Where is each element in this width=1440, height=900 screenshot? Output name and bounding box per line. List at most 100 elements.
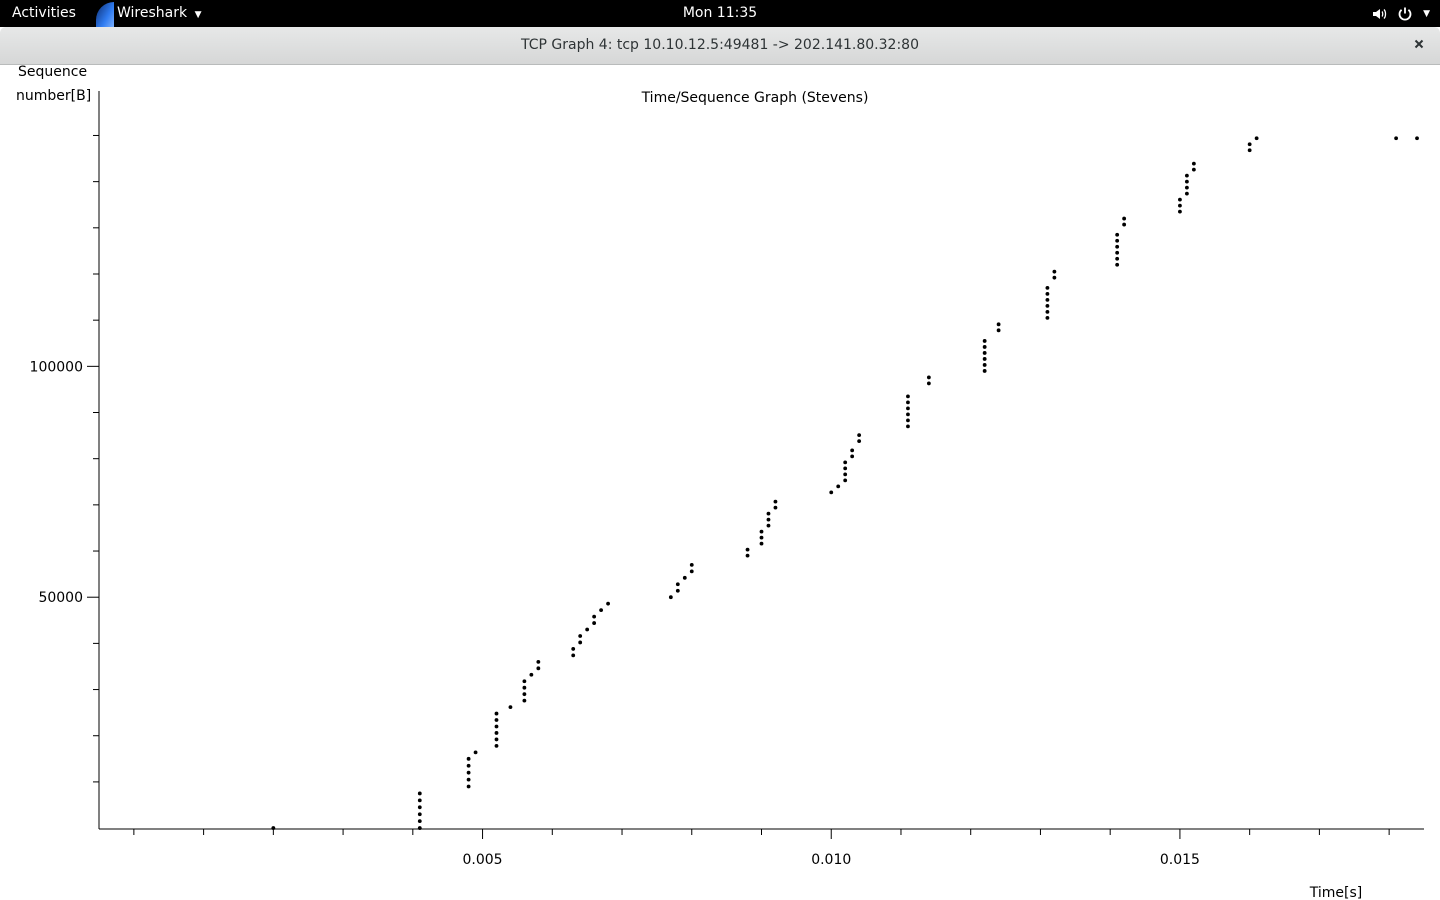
data-point <box>1184 185 1189 190</box>
data-point <box>466 777 471 782</box>
data-point <box>906 406 910 411</box>
data-point <box>926 381 931 386</box>
data-point <box>578 640 583 645</box>
chevron-down-icon[interactable]: ▼ <box>1423 9 1430 19</box>
data-point <box>1115 238 1120 243</box>
tcp-graph-area[interactable]: Sequence number[B] Time/Sequence Graph (… <box>0 64 1440 900</box>
data-point <box>1052 269 1057 274</box>
data-point <box>417 805 422 810</box>
data-point <box>996 322 1001 327</box>
chart-title: Time/Sequence Graph (Stevens) <box>641 90 869 106</box>
data-point <box>1115 256 1120 261</box>
data-point <box>1178 197 1182 202</box>
data-point <box>766 511 771 516</box>
data-point <box>906 424 910 429</box>
data-point <box>668 595 673 600</box>
data-point <box>1191 167 1196 172</box>
data-point <box>1178 209 1182 214</box>
data-point <box>473 750 478 755</box>
data-point <box>494 718 499 722</box>
data-point <box>829 490 834 495</box>
data-point <box>857 433 862 438</box>
data-point <box>1184 191 1189 196</box>
data-point <box>982 351 987 355</box>
data-point <box>571 653 576 658</box>
data-point <box>843 460 848 465</box>
clock-container: Mon 11:35 <box>0 5 1440 21</box>
data-point <box>1247 148 1252 153</box>
data-point <box>1045 291 1050 296</box>
data-point <box>745 547 750 552</box>
data-points <box>271 136 1419 830</box>
data-point <box>494 743 499 748</box>
data-point <box>906 412 910 417</box>
data-point <box>1122 216 1127 221</box>
data-point <box>1115 232 1120 237</box>
x-tick-label: 0.010 <box>811 852 851 868</box>
y-tick-label: 50000 <box>38 590 83 606</box>
data-point <box>606 601 610 606</box>
time-sequence-chart[interactable]: Time/Sequence Graph (Stevens) Time[s] 0.… <box>0 65 1440 900</box>
data-point <box>466 763 471 768</box>
data-point <box>850 448 855 453</box>
data-point <box>494 724 499 729</box>
app-menu-highlight <box>96 2 114 28</box>
data-point <box>592 614 597 619</box>
window-titlebar[interactable]: TCP Graph 4: tcp 10.10.12.5:49481 -> 202… <box>0 27 1440 65</box>
data-point <box>1052 275 1057 280</box>
data-point <box>906 394 910 399</box>
chevron-down-icon: ▼ <box>194 10 202 20</box>
data-point <box>766 523 771 528</box>
axes: 0.005 0.010 0.015 50000 100000 <box>30 91 1424 868</box>
data-point <box>926 375 931 380</box>
power-icon[interactable] <box>1397 6 1413 22</box>
data-point <box>536 666 541 671</box>
close-icon[interactable] <box>1410 35 1428 53</box>
data-point <box>417 812 422 817</box>
data-point <box>494 737 499 742</box>
data-point <box>982 363 987 367</box>
data-point <box>417 791 422 796</box>
activities-button[interactable]: Activities <box>12 5 76 21</box>
data-point <box>1045 303 1050 308</box>
clock[interactable]: Mon 11:35 <box>682 5 758 21</box>
data-point <box>271 826 276 830</box>
data-point <box>982 369 987 373</box>
x-axis-label: Time[s] <box>1309 885 1362 900</box>
data-point <box>773 499 778 504</box>
app-menu-button[interactable]: Wireshark ▼ <box>96 0 209 28</box>
data-point <box>1254 136 1259 141</box>
data-point <box>585 627 590 632</box>
y-tick-label: 100000 <box>30 359 83 375</box>
data-point <box>759 541 764 546</box>
data-point <box>906 400 910 405</box>
data-point <box>417 826 422 830</box>
data-point <box>843 466 848 471</box>
y-axis-label-line-1: Sequence <box>18 64 88 80</box>
data-point <box>745 553 750 558</box>
data-point <box>1122 222 1127 227</box>
data-point <box>1045 315 1050 320</box>
data-point <box>522 692 527 697</box>
data-point <box>1115 262 1120 267</box>
data-point <box>1394 136 1399 141</box>
data-point <box>857 439 862 444</box>
data-point <box>759 529 764 534</box>
system-tray[interactable]: ▼ <box>1371 3 1430 25</box>
data-point <box>675 588 680 593</box>
data-point <box>996 328 1001 333</box>
volume-icon[interactable] <box>1371 6 1387 22</box>
x-tick-label: 0.015 <box>1160 852 1200 868</box>
data-point <box>571 647 576 651</box>
data-point <box>417 798 422 803</box>
data-point <box>494 711 499 716</box>
data-point <box>466 784 471 789</box>
data-point <box>689 562 694 567</box>
data-point <box>529 672 534 677</box>
data-point <box>836 484 841 489</box>
data-point <box>522 698 527 703</box>
data-point <box>1184 179 1189 184</box>
data-point <box>522 685 527 690</box>
data-point <box>466 770 471 775</box>
top-bar: Activities Wireshark ▼ Mon 11:35 ▼ <box>0 0 1440 28</box>
